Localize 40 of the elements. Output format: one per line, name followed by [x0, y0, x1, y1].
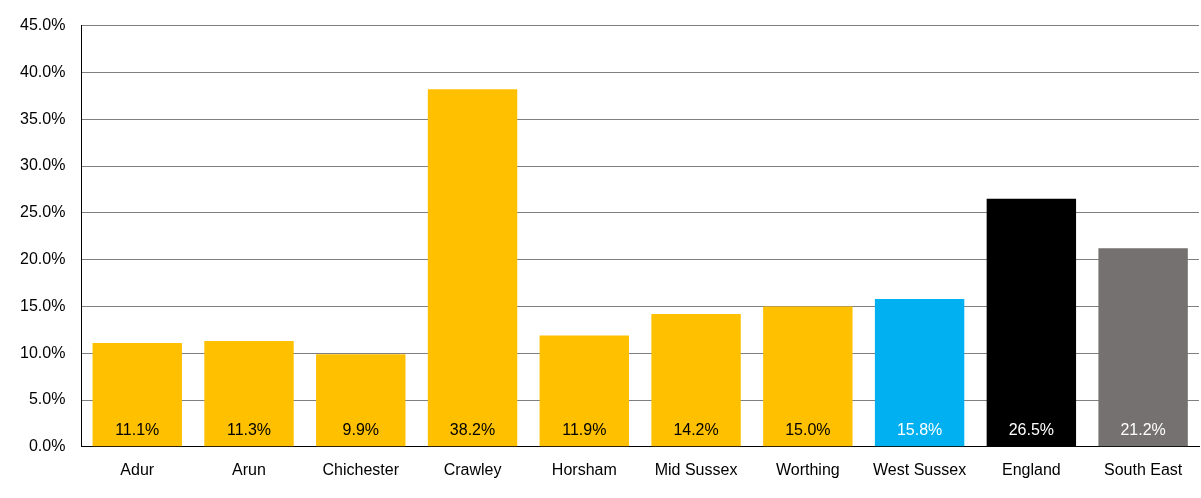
y-tick-label: 15.0%: [19, 296, 66, 314]
data-label: 26.5%: [1008, 420, 1055, 438]
data-label: 15.0%: [785, 420, 831, 438]
x-tick-label: Arun: [232, 460, 266, 478]
bar: [1098, 248, 1188, 447]
data-label: 38.2%: [449, 420, 496, 438]
bar: [539, 335, 630, 447]
data-label: 11.1%: [115, 420, 160, 438]
x-tick-label: Worthing: [775, 460, 840, 478]
bar: [92, 342, 182, 447]
y-tick-label: 20.0%: [19, 250, 66, 268]
data-label: 14.2%: [673, 420, 719, 438]
x-tick-label: Crawley: [443, 460, 502, 478]
bar: [763, 306, 853, 447]
x-tick-label: West Sussex: [873, 460, 967, 478]
data-label: 21.2%: [1120, 420, 1166, 438]
y-tick-label: 25.0%: [19, 203, 66, 221]
x-tick-label: Mid Sussex: [654, 460, 738, 478]
bar: [874, 298, 965, 447]
bar: [204, 341, 294, 447]
y-tick-label: 35.0%: [19, 109, 66, 127]
data-label: 11.9%: [562, 420, 607, 438]
y-tick-label: 30.0%: [19, 156, 66, 174]
data-label: 9.9%: [342, 420, 380, 438]
x-tick-label: Horsham: [551, 460, 617, 478]
bar: [651, 313, 741, 447]
data-label: 15.8%: [896, 420, 943, 438]
y-tick-label: 40.0%: [19, 62, 66, 80]
bar: [986, 198, 1077, 447]
x-tick-label: England: [1002, 460, 1061, 478]
data-label: 11.3%: [226, 420, 272, 438]
x-tick-label: Chichester: [322, 460, 400, 478]
y-tick-label: 45.0%: [19, 16, 66, 34]
y-tick-label: 0.0%: [28, 437, 66, 455]
x-tick-label: South East: [1103, 460, 1183, 478]
x-tick-label: Adur: [120, 460, 155, 478]
y-tick-label: 10.0%: [19, 343, 66, 361]
bar: [316, 354, 406, 447]
y-tick-label: 5.0%: [28, 390, 66, 408]
bar: [427, 89, 518, 447]
